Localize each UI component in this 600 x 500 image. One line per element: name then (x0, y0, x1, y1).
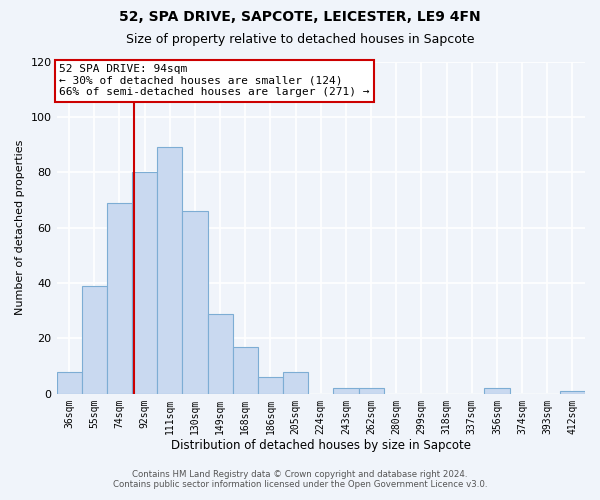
Bar (208, 314, 233, 394)
Text: Contains HM Land Registry data © Crown copyright and database right 2024.
Contai: Contains HM Land Registry data © Crown c… (113, 470, 487, 489)
Bar (182, 211, 208, 394)
Bar (82, 286, 107, 394)
Bar (258, 377, 283, 394)
Bar (484, 388, 509, 394)
Bar (283, 372, 308, 394)
Bar (359, 388, 383, 394)
Text: Size of property relative to detached houses in Sapcote: Size of property relative to detached ho… (126, 32, 474, 46)
Text: 52, SPA DRIVE, SAPCOTE, LEICESTER, LE9 4FN: 52, SPA DRIVE, SAPCOTE, LEICESTER, LE9 4… (119, 10, 481, 24)
Bar (334, 388, 359, 394)
Y-axis label: Number of detached properties: Number of detached properties (15, 140, 25, 316)
Bar (157, 148, 182, 394)
Bar (233, 347, 258, 394)
Bar (56, 372, 82, 394)
Bar (132, 172, 157, 394)
Bar (107, 202, 132, 394)
Text: 52 SPA DRIVE: 94sqm
← 30% of detached houses are smaller (124)
66% of semi-detac: 52 SPA DRIVE: 94sqm ← 30% of detached ho… (59, 64, 370, 98)
Bar (560, 391, 585, 394)
X-axis label: Distribution of detached houses by size in Sapcote: Distribution of detached houses by size … (171, 440, 471, 452)
